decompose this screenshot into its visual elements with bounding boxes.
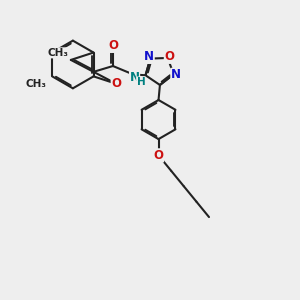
Text: O: O [111,77,121,90]
Text: CH₃: CH₃ [47,48,68,58]
Text: O: O [154,149,164,162]
Text: H: H [137,77,146,87]
Text: O: O [164,50,174,63]
Text: N: N [171,68,181,81]
Text: N: N [144,50,154,63]
Text: O: O [108,39,118,52]
Text: N: N [130,71,140,84]
Text: CH₃: CH₃ [26,79,47,89]
